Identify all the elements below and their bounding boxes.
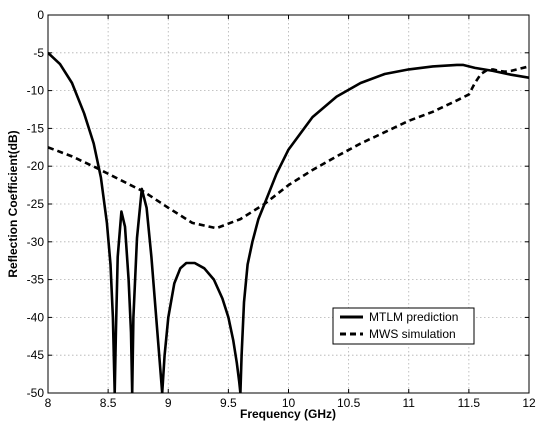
y-tick-label: -45 — [27, 348, 45, 362]
x-tick-label: 8 — [45, 396, 52, 410]
y-tick-label: -25 — [27, 197, 45, 211]
y-tick-label: -5 — [33, 46, 44, 60]
y-tick-label: 0 — [37, 8, 44, 22]
x-tick-label: 10 — [282, 396, 296, 410]
x-tick-label: 9.5 — [220, 396, 237, 410]
y-tick-label: -20 — [27, 159, 45, 173]
x-tick-label: 11.5 — [458, 396, 481, 410]
y-tick-label: -50 — [27, 386, 45, 400]
y-tick-label: -10 — [27, 84, 45, 98]
y-tick-label: -30 — [27, 235, 45, 249]
series-layer — [48, 51, 529, 393]
x-tick-label: 9 — [165, 396, 172, 410]
y-tick-label: -35 — [27, 273, 45, 287]
x-tick-label: 12 — [522, 396, 536, 410]
series-line-mws-simulation — [48, 65, 529, 230]
series-line-mtlm-prediction — [48, 51, 529, 393]
axis-ticks — [47, 14, 530, 394]
legend-label-mtlm: MTLM prediction — [369, 310, 458, 324]
x-axis-title: Frequency (GHz) — [240, 407, 336, 421]
legend-label-mws: MWS simulation — [369, 327, 456, 341]
y-axis-title: Reflection Coefficient(dB) — [6, 130, 20, 277]
legend: MTLM prediction MWS simulation — [332, 307, 475, 345]
y-tick-label: -40 — [27, 310, 45, 324]
y-tick-label: -15 — [27, 121, 45, 135]
axis-tick-labels: 8 8.5 9 9.5 10 10.5 11 11.5 12 0 -5 -10 -15 -20 -25 -30… — [27, 8, 536, 410]
legend-box — [332, 307, 475, 345]
x-tick-label: 8.5 — [100, 396, 117, 410]
grid-lines — [48, 15, 529, 393]
x-tick-label: 10.5 — [337, 396, 361, 410]
x-tick-label: 11 — [403, 396, 416, 410]
